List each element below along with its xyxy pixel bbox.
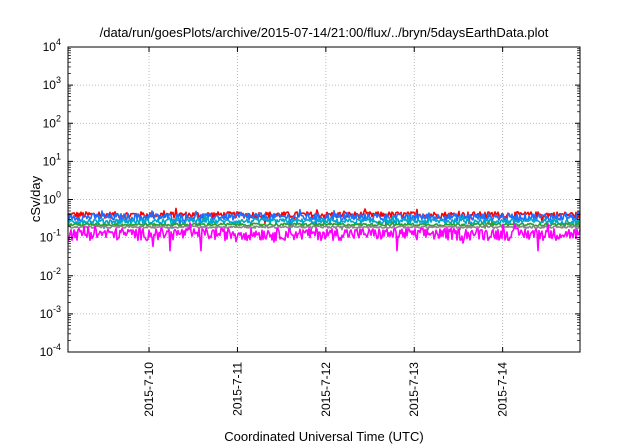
y-tick-label: 10-2: [40, 266, 61, 283]
x-tick-label: 2015-7-12: [319, 362, 333, 417]
chart-title: /data/run/goesPlots/archive/2015-07-14/2…: [100, 25, 549, 40]
series-layer: [67, 207, 581, 252]
x-tick-label: 2015-7-10: [142, 362, 156, 417]
series-line: [67, 224, 581, 231]
x-axis: 2015-7-10 2015-7-11 2015-7-12 2015-7-13 2015…: [142, 47, 510, 417]
grid: [68, 47, 580, 352]
x-axis-label: Coordinated Universal Time (UTC): [224, 429, 423, 444]
y-tick-label: 10-4: [40, 342, 61, 359]
series-line: [67, 222, 581, 252]
y-tick-label: 104: [43, 37, 61, 54]
series-line: [67, 208, 581, 232]
y-axis: 10-4 10-3 10-2 10-1 100 101 102 103 104: [40, 37, 580, 359]
y-tick-label: 10-1: [40, 228, 61, 245]
y-tick-label: 101: [43, 151, 61, 168]
x-tick-label: 2015-7-11: [230, 362, 244, 416]
y-tick-label: 100: [43, 190, 61, 207]
y-tick-label: 102: [43, 113, 61, 130]
x-tick-label: 2015-7-14: [496, 362, 510, 417]
y-tick-label: 10-3: [40, 304, 61, 321]
y-axis-label: cSv/day: [28, 175, 43, 222]
y-tick-label: 103: [43, 75, 61, 92]
x-tick-label: 2015-7-13: [407, 362, 421, 417]
